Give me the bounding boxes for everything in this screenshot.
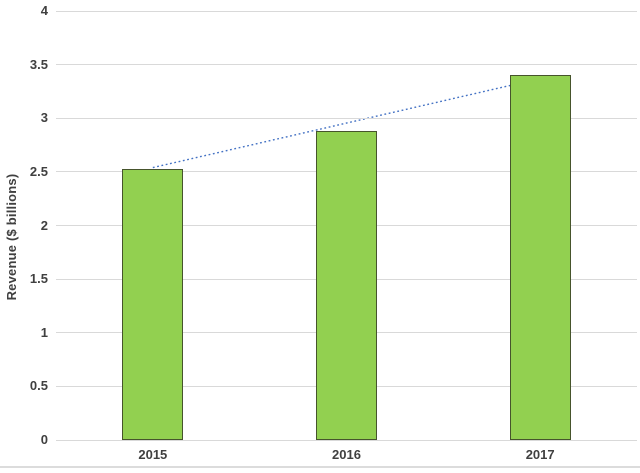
y-tick-label: 2: [40, 217, 48, 233]
gridline: [56, 117, 637, 119]
bar-2017: [509, 75, 571, 440]
y-tick-label: 3.5: [29, 56, 48, 72]
gridline: [56, 10, 637, 12]
gridline: [56, 439, 637, 441]
y-tick-label: 0.5: [29, 378, 48, 394]
y-tick-label: 1: [40, 324, 48, 340]
gridline: [56, 64, 637, 66]
y-tick-label: 3: [40, 110, 48, 126]
y-tick-label: 4: [40, 3, 48, 18]
x-tick-label: 2017: [525, 447, 555, 462]
y-tick-label: 2.5: [29, 163, 48, 179]
y-tick-label: 1.5: [29, 271, 48, 287]
y-tick-label: 0: [40, 432, 48, 447]
chart-bottom-border: [0, 466, 640, 468]
bar-2016: [316, 131, 377, 440]
x-tick-label: 2016: [332, 447, 361, 462]
bar-2015: [122, 168, 184, 440]
x-tick-label: 2015: [138, 447, 168, 462]
